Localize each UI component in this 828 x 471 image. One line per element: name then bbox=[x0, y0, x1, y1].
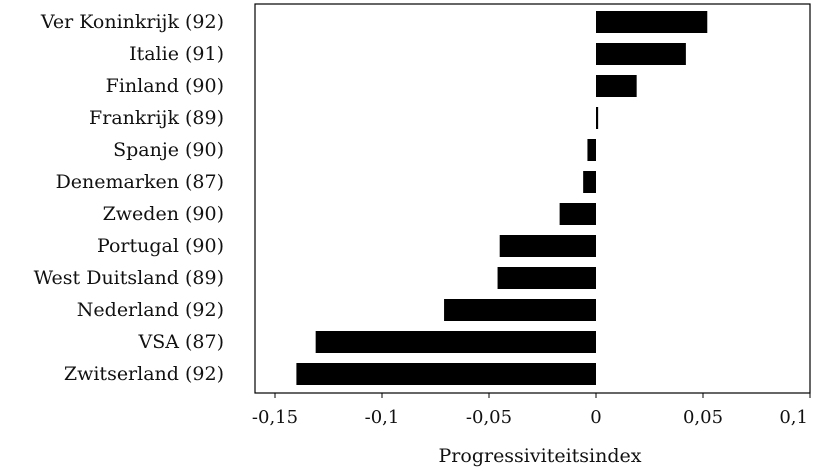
bar-11 bbox=[315, 331, 596, 353]
bars-group bbox=[296, 11, 708, 385]
bar-8 bbox=[499, 235, 596, 257]
category-label-2: Italie (91) bbox=[129, 43, 224, 65]
plot-frame bbox=[254, 3, 811, 394]
bar-3 bbox=[596, 75, 637, 97]
x-tick-labels-group: -0,15 -0,1 -0,05 0 0,05 0,1 bbox=[252, 407, 808, 428]
bar-6 bbox=[583, 171, 596, 193]
category-label-3: Finland (90) bbox=[106, 75, 224, 97]
x-tick-label-5: 0,05 bbox=[683, 407, 723, 428]
bar-1 bbox=[596, 11, 708, 33]
bar-2 bbox=[596, 43, 686, 65]
category-label-6: Denemarken (87) bbox=[56, 171, 224, 193]
x-tick-label-2: -0,1 bbox=[365, 407, 400, 428]
x-tick-label-6: 0,1 bbox=[779, 407, 808, 428]
category-label-10: Nederland (92) bbox=[77, 299, 224, 321]
bar-10 bbox=[444, 299, 596, 321]
category-label-11: VSA (87) bbox=[138, 331, 225, 353]
category-label-8: Portugal (90) bbox=[97, 235, 224, 257]
category-label-12: Zwitserland (92) bbox=[64, 363, 224, 385]
category-labels-group: Ver Koninkrijk (92) Italie (91) Finland (9… bbox=[34, 11, 224, 385]
category-label-4: Frankrijk (89) bbox=[89, 107, 224, 129]
bar-4 bbox=[596, 107, 599, 129]
category-label-1: Ver Koninkrijk (92) bbox=[40, 11, 224, 33]
category-label-7: Zweden (90) bbox=[103, 203, 224, 225]
bar-7 bbox=[559, 203, 596, 225]
x-axis-title: Progressiviteitsindex bbox=[439, 445, 642, 467]
x-tick-label-1: -0,15 bbox=[252, 407, 298, 428]
category-label-5: Spanje (90) bbox=[113, 139, 224, 161]
x-tick-label-3: -0,05 bbox=[466, 407, 512, 428]
x-tick-label-4: 0 bbox=[590, 407, 601, 428]
category-label-9: West Duitsland (89) bbox=[34, 267, 224, 289]
x-tick-marks-group bbox=[274, 393, 811, 398]
bar-9 bbox=[497, 267, 596, 289]
bar-12 bbox=[296, 363, 596, 385]
bar-5 bbox=[587, 139, 596, 161]
